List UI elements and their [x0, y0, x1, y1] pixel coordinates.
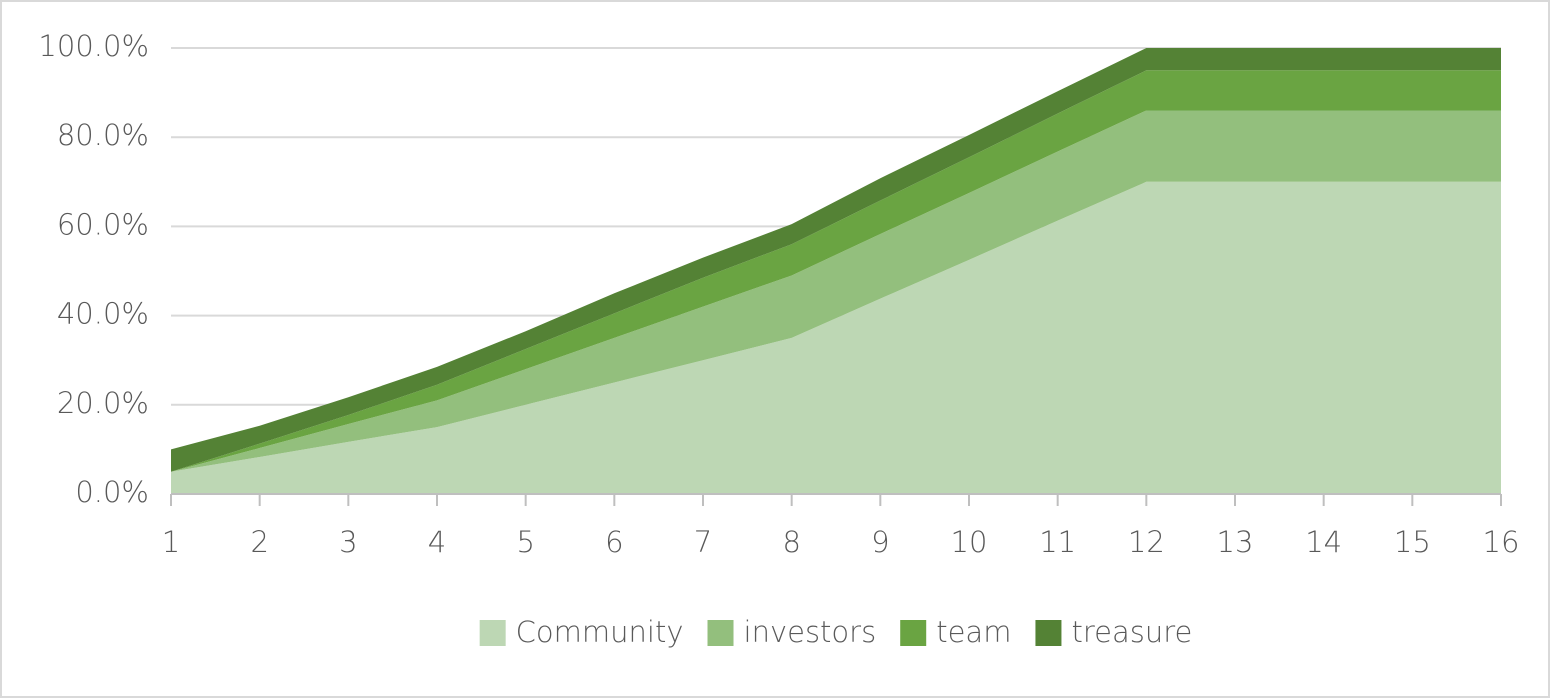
y-tick-label: 0.0% — [75, 475, 149, 509]
y-tick-label: 80.0% — [57, 118, 149, 152]
x-tick-label: 5 — [516, 525, 534, 559]
legend: Community investors team treasure — [479, 615, 1192, 649]
area — [171, 70, 1501, 472]
y-tick-label: 100.0% — [38, 29, 149, 63]
y-tick-label: 20.0% — [57, 386, 149, 420]
x-tick-label: 4 — [428, 525, 446, 559]
x-tick-label: 15 — [1394, 525, 1431, 559]
x-tick-label: 16 — [1483, 525, 1520, 559]
x-tick-label: 12 — [1128, 525, 1165, 559]
x-tick-label: 8 — [782, 525, 800, 559]
x-tick-label: 7 — [694, 525, 712, 559]
area — [171, 110, 1501, 472]
legend-label: team — [936, 615, 1011, 649]
x-tick-label: 13 — [1217, 525, 1254, 559]
x-tick-label: 14 — [1305, 525, 1342, 559]
legend-swatch — [1035, 620, 1062, 646]
x-tick-label: 10 — [951, 525, 988, 559]
x-tick-label: 1 — [162, 525, 180, 559]
x-tick-label: 3 — [339, 525, 357, 559]
y-tick-label: 40.0% — [57, 297, 149, 331]
x-tick-label: 6 — [605, 525, 623, 559]
legend-label: treasure — [1071, 615, 1192, 649]
legend-swatch — [707, 620, 734, 646]
y-tick-label: 60.0% — [57, 207, 149, 241]
legend-label: investors — [744, 615, 877, 649]
legend-swatch — [900, 620, 927, 646]
area — [171, 181, 1501, 495]
x-tick-label: 9 — [871, 525, 889, 559]
legend-swatch — [479, 620, 506, 646]
x-tick-label: 2 — [250, 525, 268, 559]
legend-label: Community — [516, 615, 684, 649]
x-tick-label: 11 — [1039, 525, 1076, 559]
